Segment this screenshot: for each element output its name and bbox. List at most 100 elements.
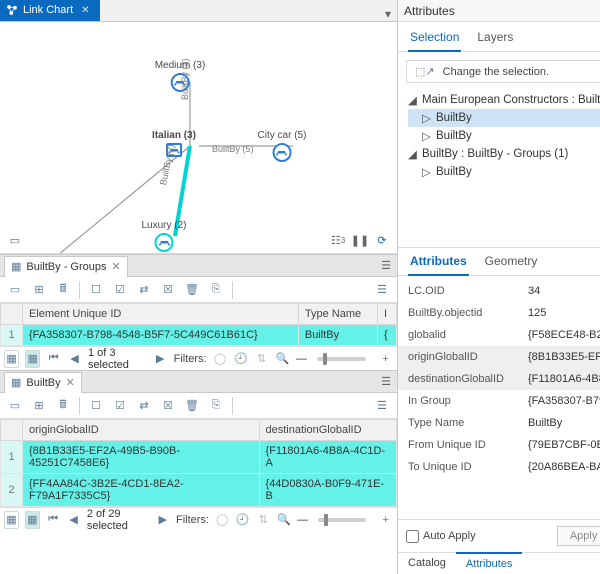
refresh-icon[interactable]: + [378,511,393,529]
canvas-tool-refresh-icon[interactable]: ⟳ [373,231,391,249]
tab-overflow-icon[interactable]: ▾ [379,7,397,21]
table-tab[interactable]: ▦BuiltBy✕ [4,372,82,393]
filter-ext-icon[interactable]: ◯ [215,511,230,529]
clear-sel-icon[interactable]: ☒ [157,395,179,417]
tab-layers[interactable]: Layers [475,28,515,51]
field-tool-icon[interactable]: ▭ [4,395,26,417]
tab-geometry[interactable]: Geometry [483,248,540,275]
show-sel-icon[interactable]: ▦ [25,350,40,368]
attributes-title: Attributes [404,4,455,18]
burger-icon[interactable]: ☰ [379,373,393,390]
table-tab[interactable]: ▦BuiltBy - Groups✕ [4,256,128,277]
change-selection-label: Change the selection. [443,66,549,78]
canvas-tool-pause-icon[interactable]: ❚❚ [351,231,369,249]
auto-apply-checkbox[interactable]: Auto Apply [406,530,476,543]
table-row[interactable]: 1{8B1B33E5-EF2A-49B5-B90B-45251C7458E6}{… [1,441,397,474]
property-row[interactable]: LC.OID34 [398,280,600,302]
tree-group[interactable]: ◢BuiltBy : BuiltBy - Groups (1) [408,145,600,163]
tab-selection[interactable]: Selection [408,28,461,52]
property-row[interactable]: Type NameBuiltBy [398,412,600,434]
change-selection-bar[interactable]: ⬚↗ Change the selection. ▾ [406,60,600,83]
calc-tool-icon[interactable]: 🖩 [52,279,74,301]
zoom-icon[interactable]: 🔍 [277,511,292,529]
close-icon[interactable]: ✕ [66,376,75,389]
burger-icon[interactable]: ☰ [379,257,393,274]
zoom-slider[interactable] [317,357,366,361]
table-toolbar: ▭⊞🖩 ☐☑⇄☒🗑⎘ ☰ [0,393,397,419]
filter-time-icon[interactable]: 🕘 [236,511,251,529]
zoom-sel-icon[interactable]: ☑ [109,395,131,417]
table-toolbar: ▭⊞🖩 ☐☑⇄☒🗑⎘ ☰ [0,277,397,303]
clear-sel-icon[interactable]: ☒ [157,279,179,301]
add-tool-icon[interactable]: ⊞ [28,395,50,417]
copy-sel-icon[interactable]: ⎘ [205,395,227,417]
apply-row: Auto Apply Apply Cancel [398,519,600,552]
show-sel-icon[interactable]: ▦ [25,511,40,529]
add-tool-icon[interactable]: ⊞ [28,279,50,301]
switch-sel-icon[interactable]: ⇄ [133,395,155,417]
attributes-header: Attributes ? ⇩ □ ✕ [398,0,600,22]
property-row[interactable]: originGlobalID{8B1B33E5-EF2A-49B5-B90E [398,346,600,368]
tab-link-chart[interactable]: Link Chart ✕ [0,0,100,21]
zoom-slider[interactable] [318,518,366,522]
show-all-icon[interactable]: ▦ [4,350,19,368]
edge-label: BuiltBy (3) [180,58,190,100]
property-list: LC.OID34BuiltBy.objectid125globalid{F58E… [398,276,600,482]
zoom-icon[interactable]: 🔍 [275,350,290,368]
copy-sel-icon[interactable]: ⎘ [205,279,227,301]
tab-catalog[interactable]: Catalog [398,553,456,574]
tree-group[interactable]: ◢Main European Constructors : BuiltBy (2… [408,91,600,109]
bottom-tabs: Catalog Attributes [398,552,600,574]
tab-attributes[interactable]: Attributes [408,248,469,276]
calc-tool-icon[interactable]: 🖩 [52,395,74,417]
first-rec-icon[interactable]: ⏮ [46,511,61,529]
graph-icon [6,4,18,16]
show-all-icon[interactable]: ▦ [4,511,19,529]
tree-item[interactable]: ▷BuiltBy [408,163,600,181]
selection-tree: ◢Main European Constructors : BuiltBy (2… [398,89,600,187]
filter-range-icon[interactable]: ⇅ [256,511,271,529]
property-row[interactable]: globalid{F58ECE48-B2F6-4A50-A868 [398,324,600,346]
close-icon[interactable]: ✕ [81,5,89,16]
table-grid[interactable]: Element Unique IDType NameI1{FA358307-B7… [0,303,397,346]
property-row[interactable]: In Group{FA358307-B798-4548-B5F7 [398,390,600,412]
table-grid[interactable]: originGlobalIDdestinationGlobalID1{8B1B3… [0,419,397,507]
filter-ext-icon[interactable]: ◯ [213,350,228,368]
next-rec-icon[interactable]: ▶ [155,511,170,529]
canvas-tool-select-icon[interactable]: ▭ [6,231,24,249]
filter-time-icon[interactable]: 🕘 [233,350,248,368]
del-sel-icon[interactable]: 🗑 [181,395,203,417]
sel-tool-icon[interactable]: ☐ [85,279,107,301]
prev-rec-icon[interactable]: ◀ [66,511,81,529]
field-tool-icon[interactable]: ▭ [4,279,26,301]
first-rec-icon[interactable]: ⏮ [46,350,61,368]
tab-attributes-bottom[interactable]: Attributes [456,552,522,574]
table-row[interactable]: 2{FF4AA84C-3B2E-4CD1-8EA2-F79A1F7335C5}{… [1,474,397,507]
menu-icon[interactable]: ☰ [371,395,393,417]
property-row[interactable]: BuiltBy.objectid125 [398,302,600,324]
canvas-tool-layers-icon[interactable]: ☷3 [329,231,347,249]
table-row[interactable]: 1{FA358307-B798-4548-B5F7-5C449C61B61C}B… [1,325,397,346]
node-luxury[interactable]: Luxury (2) [141,220,186,252]
menu-icon[interactable]: ☰ [371,279,393,301]
sel-tool-icon[interactable]: ☐ [85,395,107,417]
apply-button[interactable]: Apply [557,526,600,546]
tree-item[interactable]: ▷BuiltBy [408,109,600,127]
del-sel-icon[interactable]: 🗑 [181,279,203,301]
switch-sel-icon[interactable]: ⇄ [133,279,155,301]
filter-range-icon[interactable]: ⇅ [254,350,269,368]
tree-item[interactable]: ▷BuiltBy [408,127,600,145]
selection-arrow-icon: ⬚↗ [415,65,435,78]
attr-top-tabs: Selection Layers [398,22,600,52]
next-rec-icon[interactable]: ▶ [153,350,168,368]
property-row[interactable]: From Unique ID{79EB7CBF-0BEF-4B9B-8579 [398,434,600,456]
refresh-icon[interactable]: + [378,350,393,368]
link-chart-canvas[interactable]: Medium (3)Italian (3)City car (5)Luxury … [0,22,397,254]
zoom-sel-icon[interactable]: ☑ [109,279,131,301]
edges-layer [0,22,397,253]
property-row[interactable]: To Unique ID{20A86BEA-BAE4-4F33-B10 [398,456,600,478]
property-row[interactable]: destinationGlobalID{F11801A6-4B8A-4C1D-A… [398,368,600,390]
node-citycar[interactable]: City car (5) [258,130,307,162]
prev-rec-icon[interactable]: ◀ [67,350,82,368]
close-icon[interactable]: ✕ [112,260,121,273]
